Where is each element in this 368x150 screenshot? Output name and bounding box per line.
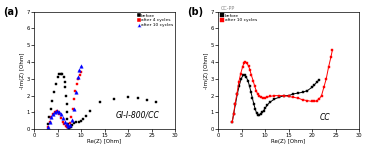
Text: CC: CC (320, 113, 330, 122)
X-axis label: Re(Z) [Ohm]: Re(Z) [Ohm] (88, 140, 122, 144)
Y-axis label: -Im(Z) [Ohm]: -Im(Z) [Ohm] (204, 52, 209, 89)
Text: (b): (b) (187, 7, 203, 17)
Legend: before, after 10 cycles: before, after 10 cycles (219, 13, 258, 23)
X-axis label: Re(Z) [Ohm]: Re(Z) [Ohm] (272, 140, 306, 144)
Text: CC-PP: CC-PP (221, 6, 235, 10)
Legend: before, after 4 cycles, after 10 cycles: before, after 4 cycles, after 10 cycles (138, 13, 174, 28)
Text: (a): (a) (3, 7, 18, 17)
Text: GI-I-800/CC: GI-I-800/CC (116, 111, 160, 120)
Y-axis label: -Im(Z) [Ohm]: -Im(Z) [Ohm] (20, 52, 25, 89)
